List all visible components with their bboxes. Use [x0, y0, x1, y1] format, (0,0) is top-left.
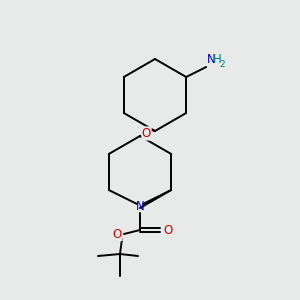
Text: O: O: [163, 224, 172, 236]
Text: N: N: [207, 53, 216, 66]
Text: H: H: [213, 53, 222, 66]
Text: O: O: [142, 127, 151, 140]
Text: 2: 2: [220, 60, 225, 69]
Text: O: O: [113, 227, 122, 241]
Text: N: N: [136, 200, 144, 212]
